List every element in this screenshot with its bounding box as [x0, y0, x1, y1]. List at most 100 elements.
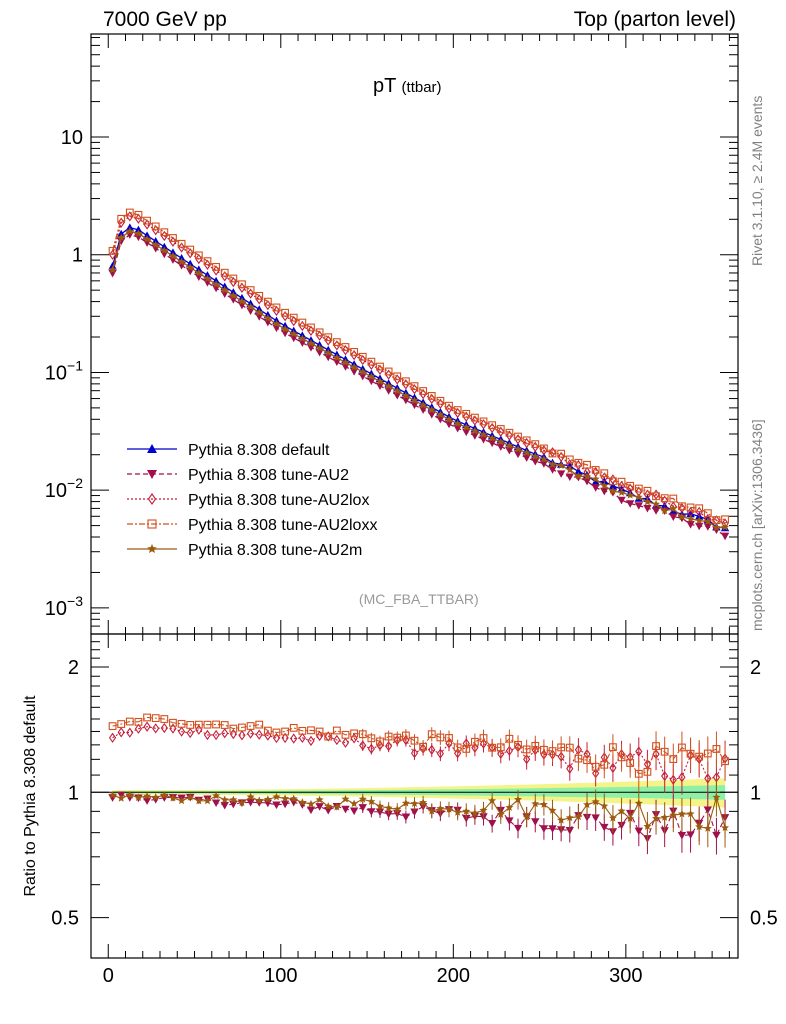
ratio-point [677, 809, 686, 818]
data-point [643, 486, 652, 495]
ratio-point [445, 805, 453, 813]
ratio-point [384, 732, 393, 741]
data-point [186, 245, 195, 254]
ratio-point [608, 813, 617, 822]
legend-label: Pythia 8.308 default [188, 442, 330, 459]
ratio-point [238, 723, 246, 732]
ratio-point [349, 807, 359, 816]
data-point [686, 509, 695, 518]
ratio-point [514, 740, 522, 749]
ratio-point [514, 795, 523, 803]
legend-marker [147, 493, 157, 505]
ratio-point [557, 751, 565, 762]
y-tick-label: 10−2 [45, 475, 83, 502]
ratio-point [160, 791, 169, 799]
ratio-point [470, 808, 479, 817]
data-point [608, 487, 617, 495]
data-point [307, 325, 315, 336]
data-point [117, 217, 125, 228]
ratio-point [505, 803, 514, 811]
data-point [488, 434, 497, 442]
data-point [583, 472, 592, 480]
data-point [513, 450, 523, 459]
ratio-point [220, 795, 229, 804]
ratio-point [203, 720, 212, 729]
y-tick-label: 1 [72, 245, 83, 267]
ratio-point [419, 798, 428, 806]
analysis-label: (MC_FBA_TTBAR) [359, 591, 479, 607]
data-point [315, 343, 324, 352]
ratio-point [419, 742, 428, 751]
ratio-point [523, 754, 531, 765]
data-point [574, 458, 583, 467]
data-point [203, 257, 212, 266]
data-point [531, 441, 539, 452]
ratio-point [289, 794, 298, 803]
data-point [341, 343, 350, 351]
ratio-point [410, 736, 419, 745]
data-point [246, 302, 255, 311]
data-point [436, 396, 445, 405]
ratio-point [574, 812, 583, 821]
ratio-point [298, 732, 306, 744]
ratio-point [220, 721, 229, 729]
data-point [324, 333, 333, 342]
data-point [126, 211, 134, 222]
ratio-point [151, 796, 160, 804]
ratio-point [160, 722, 168, 734]
ratio-point [229, 724, 238, 733]
data-point [669, 494, 678, 503]
data-point [686, 521, 695, 529]
data-point [290, 315, 298, 327]
ratio-point [367, 808, 376, 816]
header-left: 7000 GeV pp [103, 8, 227, 31]
ratio-ylabel: Ratio to Pythia 8.308 default [22, 695, 39, 897]
data-point [255, 308, 264, 316]
data-point [462, 411, 470, 422]
ratio-point [384, 803, 393, 812]
data-point [557, 449, 566, 458]
data-point [643, 504, 652, 513]
legend-label: Pythia 8.308 tune-AU2m [188, 542, 362, 559]
ratio-point [134, 717, 143, 726]
data-point [358, 367, 367, 376]
ratio-point [134, 793, 143, 801]
ratio-point [410, 808, 419, 817]
data-point [332, 353, 341, 362]
ratio-y-tick-label-right: 2 [750, 657, 761, 679]
axes: 0 100 200 300 10 1 10−1 10−2 10−3 0.5 0.5 1 1 2 2 [45, 33, 778, 987]
main-data-markers [108, 208, 730, 541]
data-point [531, 440, 540, 449]
ratio-point [203, 729, 212, 741]
ratio-point [626, 814, 635, 823]
ratio-point [471, 742, 479, 753]
ratio-point [315, 727, 324, 736]
ratio-series-3 [108, 779, 730, 848]
ratio-point [660, 747, 669, 756]
data-point [298, 320, 306, 332]
ratio-point [341, 805, 350, 814]
data-point [479, 430, 488, 438]
ratio-point [220, 801, 229, 810]
x-tick-label: 100 [264, 965, 297, 987]
data-point [410, 382, 419, 391]
data-point [496, 437, 505, 446]
data-point [694, 522, 704, 531]
data-point [556, 470, 566, 478]
ratio-panel [91, 778, 738, 808]
ratio-point [350, 799, 359, 808]
ratio-point [117, 794, 126, 802]
x-tick-label: 200 [437, 965, 470, 987]
data-point [617, 496, 626, 505]
ratio-point [203, 796, 212, 805]
data-point [177, 242, 186, 253]
data-point [229, 274, 238, 283]
ratio-point [367, 797, 376, 805]
ratio-point [427, 730, 436, 739]
ratio-point [454, 748, 462, 759]
y-tick-label: 10 [61, 127, 83, 149]
data-point [229, 276, 237, 288]
data-point [402, 379, 410, 390]
ratio-point [255, 729, 263, 740]
